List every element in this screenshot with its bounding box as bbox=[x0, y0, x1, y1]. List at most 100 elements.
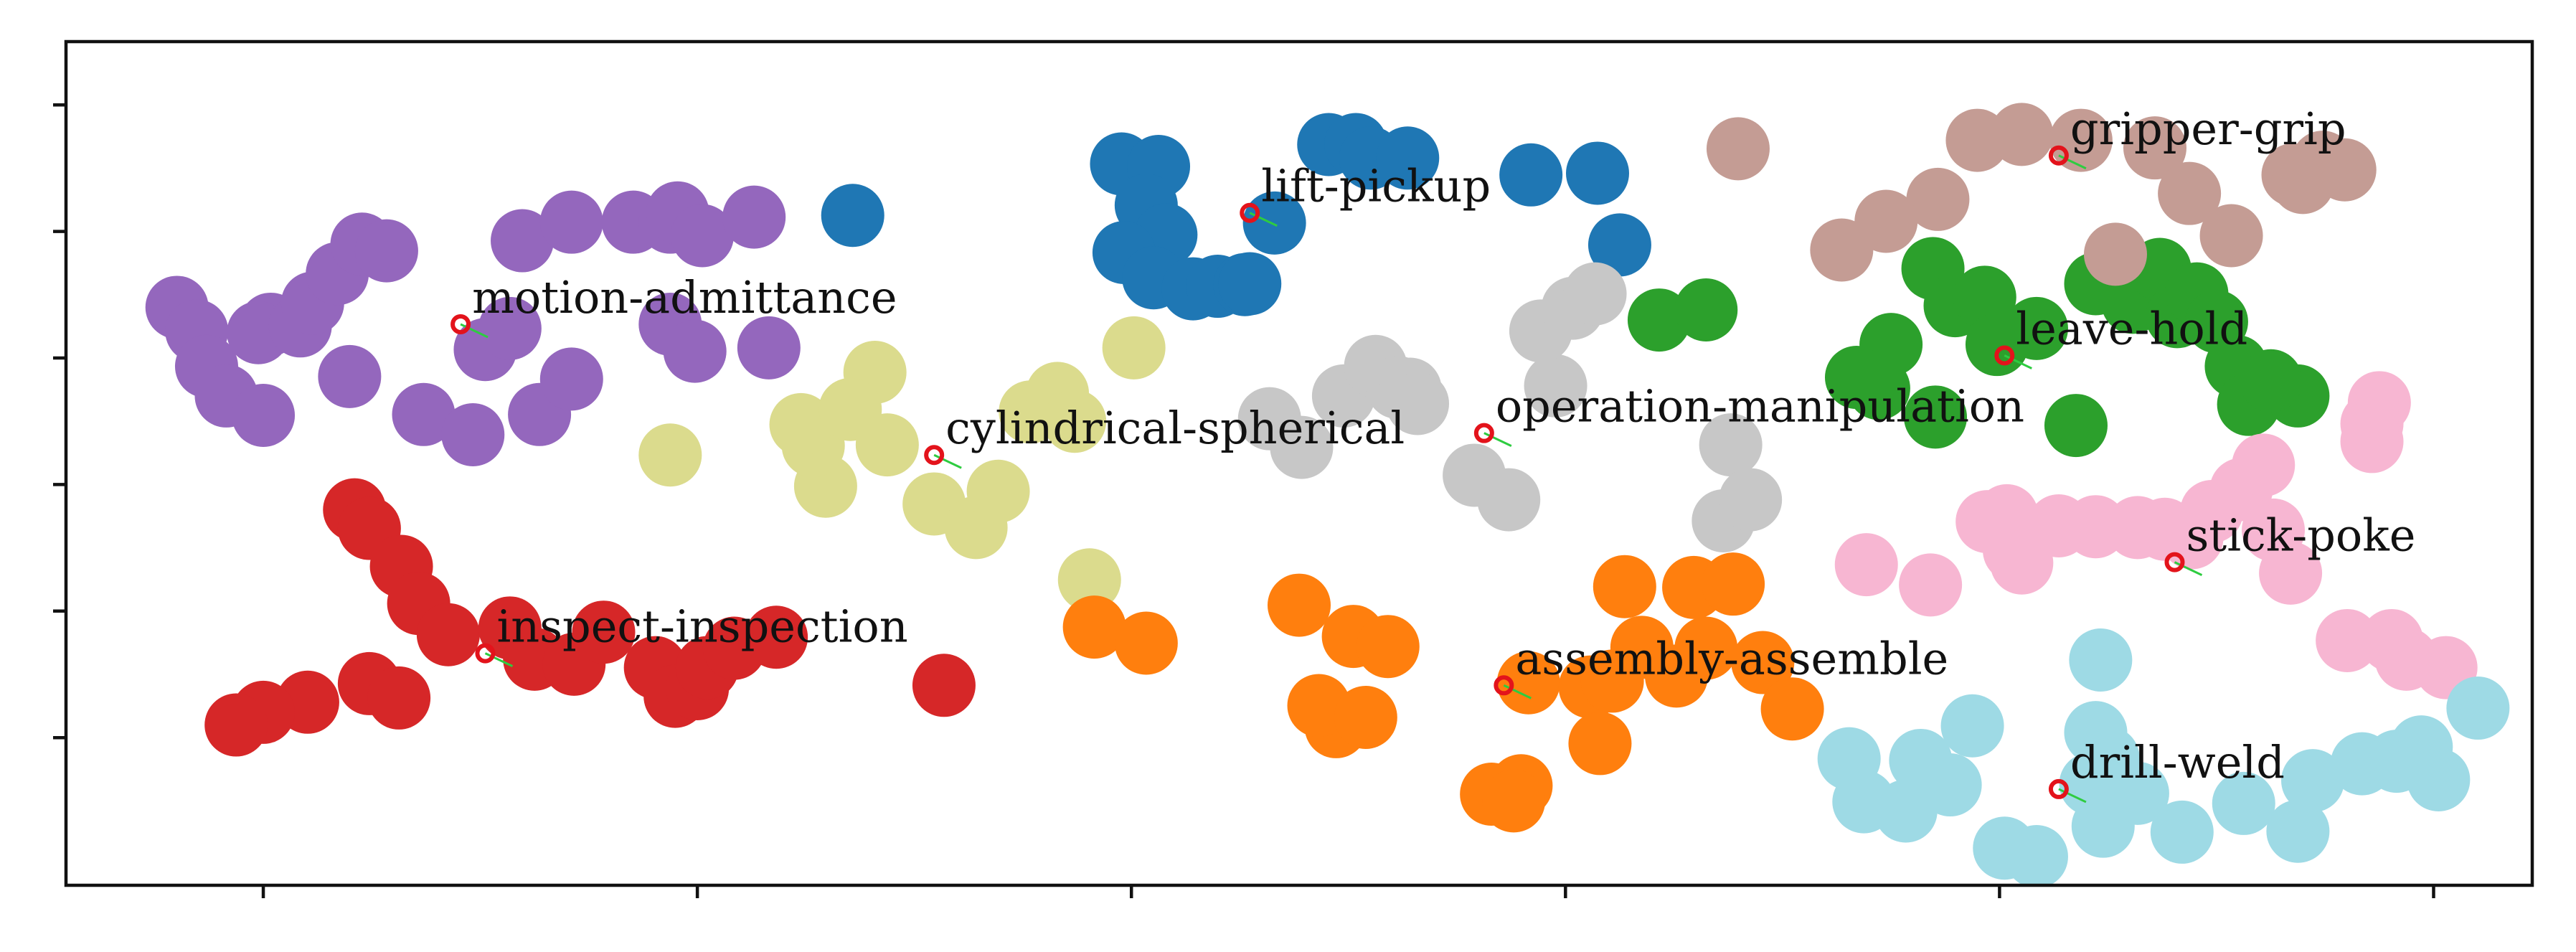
data-point bbox=[1719, 468, 1783, 532]
data-point bbox=[1482, 769, 1546, 833]
data-point bbox=[1499, 143, 1563, 207]
annotation-leader-line bbox=[2004, 354, 2032, 369]
data-point bbox=[1268, 573, 1331, 637]
data-point bbox=[1834, 533, 1898, 597]
data-point bbox=[2150, 800, 2214, 864]
data-point bbox=[1760, 677, 1824, 741]
data-point bbox=[1376, 126, 1440, 190]
data-point bbox=[2239, 349, 2303, 413]
data-point bbox=[1062, 595, 1126, 659]
x-axis-ticks bbox=[261, 885, 2435, 898]
data-point bbox=[1940, 694, 2004, 758]
data-point bbox=[1990, 103, 2054, 166]
data-point bbox=[491, 209, 555, 273]
annotation-marker bbox=[2048, 145, 2069, 166]
data-point bbox=[1674, 616, 1738, 680]
annotation-marker bbox=[1240, 202, 1260, 223]
annotation-marker bbox=[924, 445, 945, 466]
annotation-label: inspect-inspection bbox=[496, 600, 907, 653]
annotation-marker bbox=[450, 314, 471, 334]
scatter-points bbox=[145, 103, 2510, 885]
annotation-label: stick-poke bbox=[2186, 509, 2415, 562]
data-point bbox=[1674, 278, 1738, 341]
data-point bbox=[2004, 296, 2068, 360]
plot-frame bbox=[64, 39, 2534, 887]
data-point bbox=[1699, 413, 1763, 477]
data-point bbox=[1386, 372, 1450, 435]
data-point bbox=[539, 347, 603, 411]
data-point bbox=[318, 344, 382, 408]
data-point bbox=[441, 403, 505, 467]
data-point bbox=[1563, 262, 1627, 326]
data-point bbox=[354, 219, 418, 283]
data-point bbox=[572, 600, 636, 664]
data-point bbox=[1593, 555, 1656, 618]
data-point bbox=[1702, 552, 1765, 616]
data-point bbox=[1102, 316, 1166, 380]
annotation-label: gripper-grip bbox=[2070, 103, 2346, 155]
data-point bbox=[1706, 117, 1770, 181]
data-point bbox=[855, 413, 919, 477]
data-point bbox=[2004, 825, 2068, 885]
annotation-leader-line bbox=[2058, 154, 2087, 170]
annotation-marker bbox=[2048, 778, 2069, 799]
annotation-leader-line bbox=[1249, 212, 1278, 227]
data-point bbox=[1242, 191, 1306, 255]
data-point bbox=[1334, 685, 1397, 749]
data-point bbox=[737, 316, 801, 380]
data-point bbox=[1524, 354, 1587, 418]
annotation-marker bbox=[1994, 345, 2015, 366]
data-point bbox=[2071, 794, 2135, 858]
data-point bbox=[1043, 390, 1107, 453]
annotation-leader-line bbox=[484, 652, 514, 667]
data-point bbox=[1904, 385, 1968, 449]
data-point bbox=[663, 319, 727, 383]
data-point bbox=[1731, 631, 1795, 694]
data-point bbox=[1218, 252, 1282, 316]
data-point bbox=[2259, 541, 2323, 605]
data-point bbox=[204, 693, 268, 757]
data-point bbox=[671, 204, 735, 268]
data-point bbox=[2232, 433, 2296, 497]
data-point bbox=[539, 190, 603, 254]
annotation-label: cylindrical-spherical bbox=[945, 402, 1405, 454]
data-point bbox=[1587, 213, 1651, 277]
annotation-leader-line bbox=[460, 323, 489, 339]
annotation-leader-line bbox=[1503, 684, 1532, 699]
data-point bbox=[2340, 410, 2404, 473]
annotation-label: leave-hold bbox=[2016, 302, 2247, 354]
data-point bbox=[1565, 141, 1629, 205]
data-point bbox=[1627, 288, 1691, 352]
annotation-marker bbox=[475, 643, 496, 664]
annotation-label: operation-manipulation bbox=[1496, 380, 2024, 433]
data-point bbox=[2266, 799, 2330, 863]
annotation-marker bbox=[2164, 552, 2185, 572]
data-point bbox=[1114, 611, 1178, 675]
data-point bbox=[1918, 753, 1982, 817]
annotation-leader-line bbox=[2174, 561, 2203, 576]
data-point bbox=[1356, 615, 1420, 679]
annotation-label: assembly-assemble bbox=[1515, 632, 1948, 684]
annotation-leader-line bbox=[933, 453, 962, 469]
data-point bbox=[1906, 167, 1970, 231]
data-point bbox=[2313, 138, 2377, 202]
annotation-marker bbox=[1494, 675, 1514, 696]
annotation-label: motion-admittance bbox=[472, 271, 897, 324]
data-point bbox=[1496, 651, 1560, 715]
data-point bbox=[966, 459, 1030, 523]
data-point bbox=[2083, 222, 2147, 286]
data-point bbox=[1953, 265, 2016, 329]
data-point bbox=[722, 185, 786, 249]
data-point bbox=[2281, 749, 2345, 813]
data-point bbox=[2212, 771, 2275, 835]
data-point bbox=[2446, 677, 2510, 740]
annotation-markers bbox=[450, 145, 2203, 803]
data-point bbox=[2199, 204, 2263, 268]
annotation-label: drill-weld bbox=[2070, 736, 2285, 788]
data-point bbox=[1824, 346, 1888, 410]
annotation-marker bbox=[1473, 423, 1494, 443]
data-point bbox=[2158, 161, 2222, 225]
data-point bbox=[2069, 628, 2133, 692]
data-point bbox=[416, 603, 480, 666]
